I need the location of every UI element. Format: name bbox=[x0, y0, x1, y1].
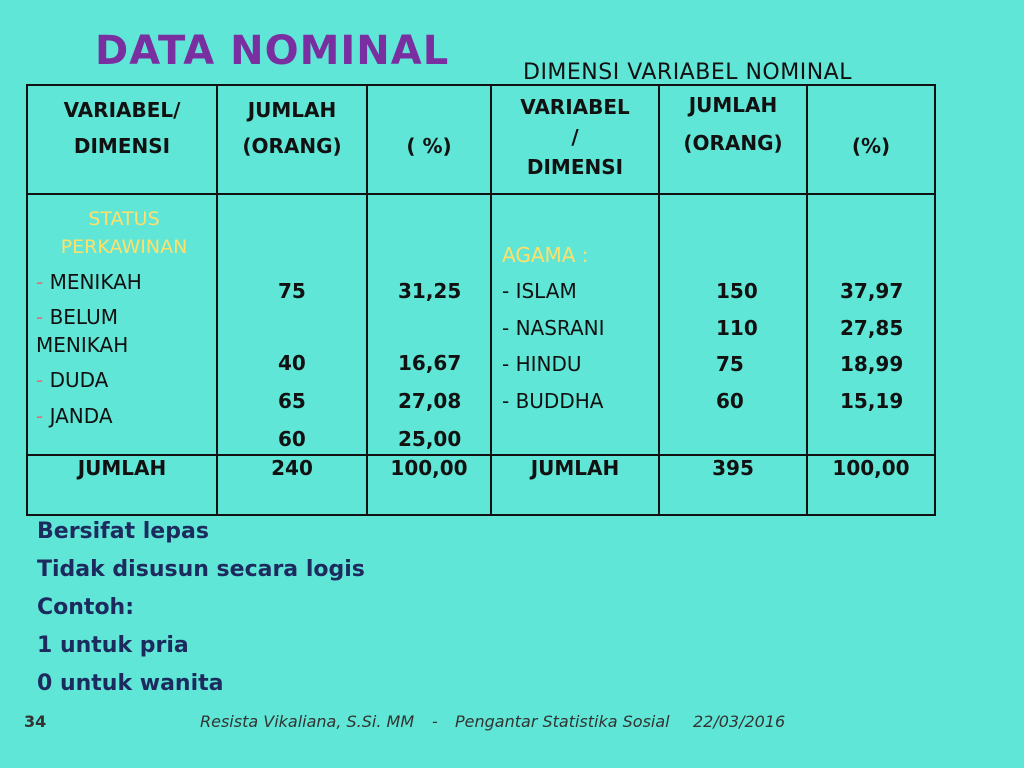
count-value: 60 bbox=[716, 388, 744, 413]
count-value: 110 bbox=[716, 315, 758, 340]
note-item: Bersifat lepas bbox=[37, 519, 209, 544]
list-item: - BUDDHA bbox=[502, 388, 604, 413]
list-item: - ISLAM bbox=[502, 278, 577, 303]
agama-counts-cell: 150 110 75 60 bbox=[658, 192, 808, 456]
note-item: Contoh: bbox=[37, 595, 135, 620]
percent-value: 25,00 bbox=[398, 426, 462, 451]
agama-percents-cell: 37,97 27,85 18,99 15,19 bbox=[806, 192, 936, 456]
agama-category-title: AGAMA : bbox=[502, 242, 589, 267]
percent-value: 16,67 bbox=[398, 350, 462, 375]
page-number: 34 bbox=[24, 712, 47, 731]
note-item: Tidak disusun secara logis bbox=[37, 557, 365, 582]
count-value: 40 bbox=[278, 350, 306, 375]
total-label-2: JUMLAH bbox=[490, 453, 660, 517]
notes-list: Bersifat lepas Tidak disusun secara logi… bbox=[37, 513, 365, 703]
total-count: 240 bbox=[216, 453, 368, 517]
total-percent: 100,00 bbox=[366, 453, 492, 517]
footer-course: Pengantar Statistika Sosial bbox=[455, 712, 670, 731]
table-total-row: JUMLAH 240 100,00 JUMLAH 395 100,00 bbox=[26, 453, 936, 517]
header-variabel-dimensi-2: VARIABEL / DIMENSI bbox=[490, 84, 660, 195]
list-item: - MENIKAH bbox=[36, 269, 142, 294]
footer-separator: - bbox=[432, 712, 438, 731]
status-percents-cell: 31,25 16,67 27,08 25,00 bbox=[366, 192, 492, 456]
list-item: - JANDA bbox=[36, 403, 113, 428]
note-item: 0 untuk wanita bbox=[37, 671, 224, 696]
list-item: - BELUM MENIKAH bbox=[36, 304, 129, 357]
total-percent-2: 100,00 bbox=[806, 453, 936, 517]
header-percent-2: (%) bbox=[806, 84, 936, 195]
status-counts-cell: 75 40 65 60 bbox=[216, 192, 368, 456]
count-value: 75 bbox=[716, 351, 744, 376]
percent-value: 37,97 bbox=[840, 278, 904, 303]
percent-value: 18,99 bbox=[840, 351, 904, 376]
status-perkawinan-cell: STATUS PERKAWINAN - MENIKAH - BELUM MENI… bbox=[26, 192, 218, 456]
header-variabel-dimensi: VARIABEL/ DIMENSI bbox=[26, 84, 218, 195]
slide-title: DATA NOMINAL bbox=[95, 28, 450, 74]
note-item: 1 untuk pria bbox=[37, 633, 189, 658]
footer-date: 22/03/2016 bbox=[693, 712, 786, 731]
header-jumlah-orang: JUMLAH (ORANG) bbox=[216, 84, 368, 195]
list-item: - NASRANI bbox=[502, 315, 605, 340]
percent-value: 27,85 bbox=[840, 315, 904, 340]
status-category-title: STATUS PERKAWINAN bbox=[60, 207, 188, 258]
table-header-row: VARIABEL/ DIMENSI JUMLAH (ORANG) ( %) VA… bbox=[26, 84, 936, 195]
agama-cell: AGAMA : - ISLAM - NASRANI - HINDU - BUDD… bbox=[490, 192, 660, 456]
header-jumlah-orang-2: JUMLAH (ORANG) bbox=[658, 84, 808, 195]
table-body-row: STATUS PERKAWINAN - MENIKAH - BELUM MENI… bbox=[26, 192, 936, 456]
count-value: 65 bbox=[278, 388, 306, 413]
percent-value: 31,25 bbox=[398, 278, 462, 303]
percent-value: 27,08 bbox=[398, 388, 462, 413]
slide-subtitle: DIMENSI VARIABEL NOMINAL bbox=[523, 60, 852, 85]
list-item: - HINDU bbox=[502, 351, 582, 376]
count-value: 60 bbox=[278, 426, 306, 451]
count-value: 150 bbox=[716, 278, 758, 303]
count-value: 75 bbox=[278, 278, 306, 303]
footer-author: Resista Vikaliana, S.Si. MM bbox=[200, 712, 415, 731]
list-item: - DUDA bbox=[36, 367, 109, 392]
percent-value: 15,19 bbox=[840, 388, 904, 413]
total-count-2: 395 bbox=[658, 453, 808, 517]
nominal-data-table: VARIABEL/ DIMENSI JUMLAH (ORANG) ( %) VA… bbox=[26, 84, 936, 517]
header-percent: ( %) bbox=[366, 84, 492, 195]
total-label: JUMLAH bbox=[26, 453, 218, 517]
